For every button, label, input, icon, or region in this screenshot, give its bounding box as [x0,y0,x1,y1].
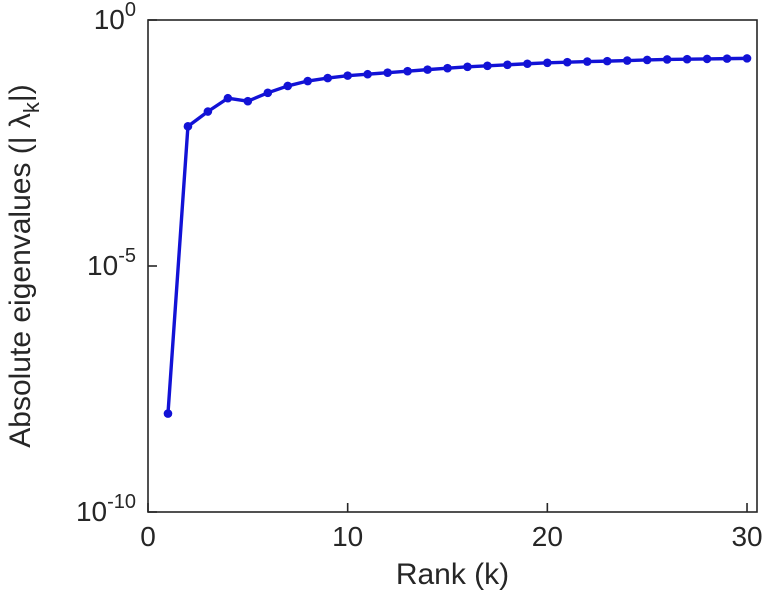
data-point-marker [563,57,572,67]
x-axis-label: Rank (k) [396,558,509,591]
data-point-marker [363,69,372,79]
data-point-marker [163,409,173,418]
axis-ticks [147,19,748,513]
eigenvalue-line [166,56,749,416]
data-point-marker [463,62,472,72]
data-point-marker [323,73,333,83]
x-tick-label: 30 [731,521,762,552]
y-axis-label: Absolute eigenvalues (| λk|) [4,84,44,447]
data-point-marker [523,59,532,69]
axes-box [147,19,758,513]
data-point-marker [543,58,552,68]
x-tick-label: 10 [332,521,363,552]
x-tick-label: 0 [140,521,156,552]
data-point-marker [283,81,293,91]
eigenvalue-line-series [163,54,752,418]
data-point-marker [203,107,213,116]
data-point-marker [403,66,412,76]
data-point-marker [642,55,652,65]
x-tick-label: 20 [532,521,563,552]
data-point-marker [343,71,352,80]
y-tick-label: 10-5 [87,245,136,281]
data-point-marker [602,56,612,66]
data-point-marker [662,55,672,64]
data-point-marker [622,56,632,65]
data-point-marker [682,54,692,64]
y-tick-label: 10-10 [76,491,136,527]
data-point-marker [503,60,512,70]
data-point-marker [303,76,313,86]
data-point-marker [183,122,193,131]
data-point-marker [263,88,273,98]
data-point-marker [443,63,452,73]
axis-tick-labels: 0 10 20 30 100 10-5 10-10 [76,0,763,552]
data-point-marker [722,54,732,63]
data-point-marker [483,61,492,71]
data-point-marker [423,65,432,74]
data-point-marker [702,54,712,64]
data-point-marker [742,54,752,63]
data-point-marker [383,68,392,77]
data-point-marker [582,57,592,66]
data-point-marker [223,93,233,103]
y-tick-label: 100 [94,0,136,35]
data-point-marker [243,96,253,106]
